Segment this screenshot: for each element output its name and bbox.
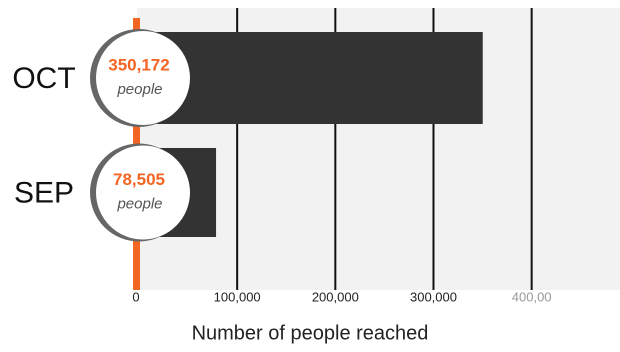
x-tick-label: 400,00 [512, 289, 552, 304]
x-tick-label: 100,000 [214, 289, 261, 304]
badge [96, 31, 190, 125]
x-axis-title: Number of people reached [192, 322, 429, 344]
unit-label: people [116, 81, 162, 98]
value-label: 78,505 [113, 170, 165, 189]
category-label: SEP [14, 176, 74, 209]
x-tick-label: 0 [132, 289, 139, 304]
category-label: OCT [12, 62, 75, 95]
bar [139, 32, 483, 124]
badge [96, 145, 190, 240]
unit-label: people [116, 195, 162, 212]
x-tick-label: 300,000 [410, 289, 457, 304]
x-tick-label: 200,000 [312, 289, 359, 304]
value-label: 350,172 [108, 55, 169, 74]
